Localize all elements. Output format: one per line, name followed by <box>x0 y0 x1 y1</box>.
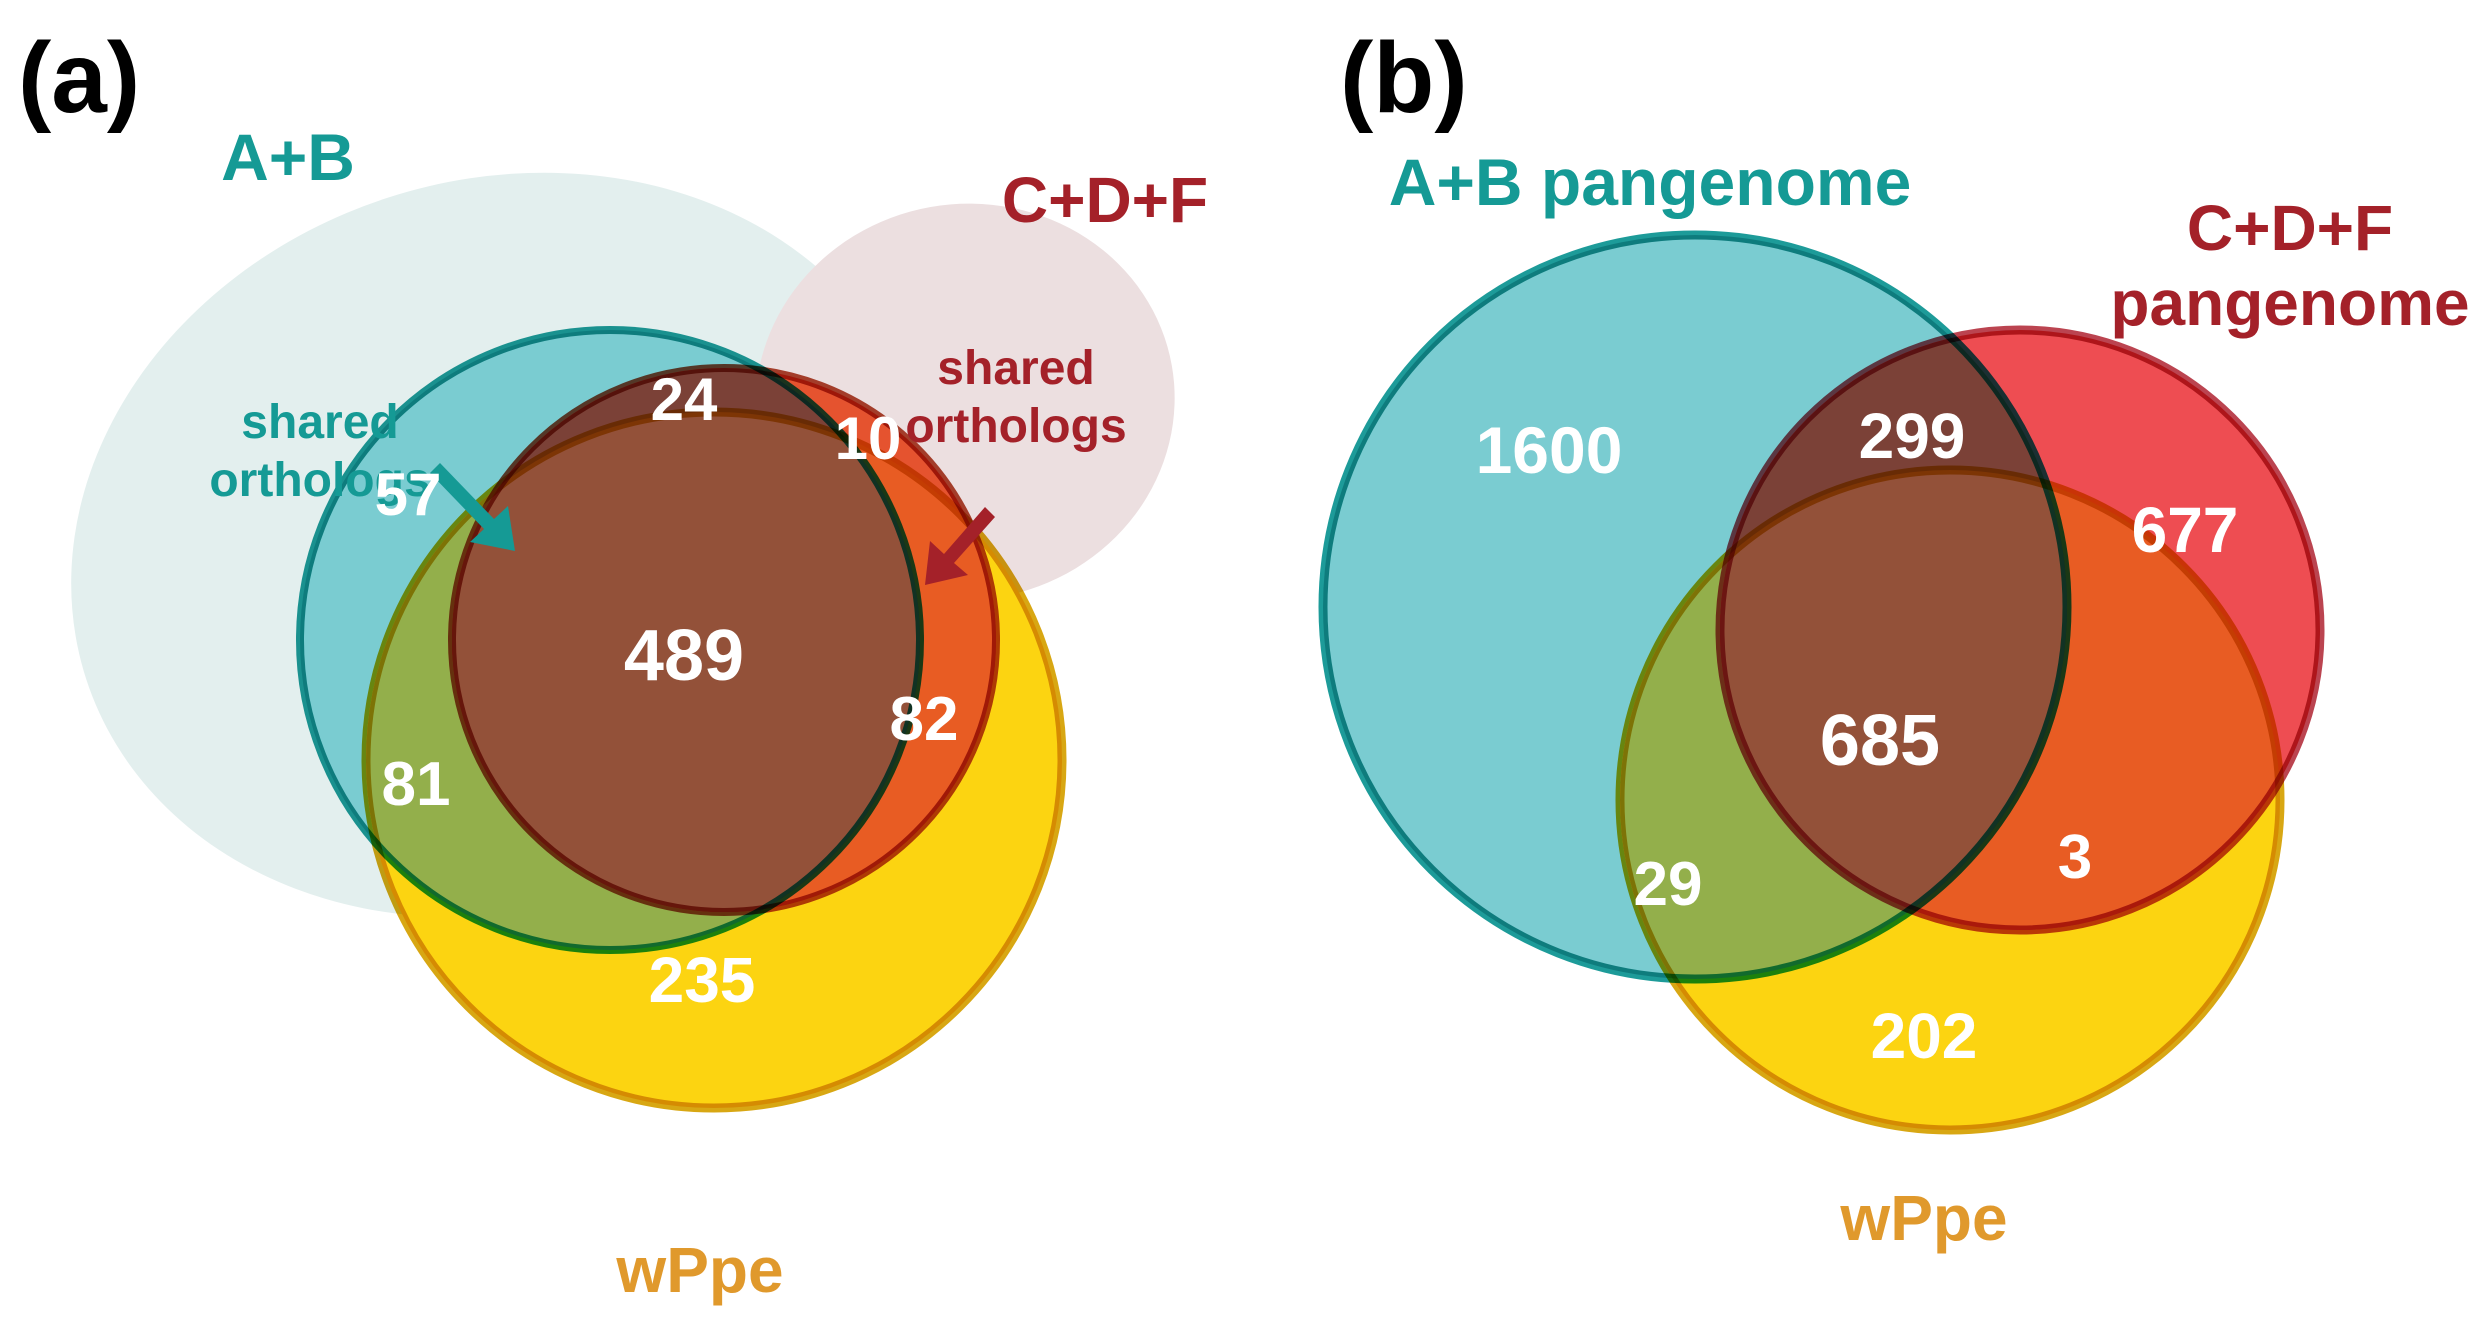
count-center-a: 489 <box>624 616 744 696</box>
set-label-ab: A+B <box>221 120 355 194</box>
teal-annotation-line2: orthologs <box>209 454 430 507</box>
teal-annotation-line1: shared <box>241 396 398 449</box>
teal-arrow-icon <box>430 463 515 551</box>
count-teal-only-a: 57 <box>375 461 442 528</box>
count-red-yellow-b: 3 <box>2058 823 2092 892</box>
count-teal-red-b: 299 <box>1859 400 1966 472</box>
panel-a-tag: (a) <box>18 22 140 134</box>
set-label-ab-pangenome: A+B pangenome <box>1389 145 1912 219</box>
teal-outline-b <box>1318 230 2072 984</box>
set-label-cdf: C+D+F <box>1002 164 1208 236</box>
panel-a: (a) A+B C+D+F shared orthologs shared or… <box>18 22 1208 1306</box>
count-teal-red-a: 24 <box>651 366 718 433</box>
red-annotation-line2: orthologs <box>905 400 1126 453</box>
set-label-wppe-a: wPpe <box>615 1234 783 1306</box>
yellow-outline-a <box>361 407 1067 1113</box>
count-center-b: 685 <box>1820 701 1940 781</box>
set-label-cdf-pangenome-line1: C+D+F <box>2187 192 2393 264</box>
panel-b: (b) A+B pangenome C+D+F pangenome 1600 2… <box>1318 22 2470 1254</box>
red-outline-b <box>1715 325 2325 935</box>
set-label-wppe-b: wPpe <box>1839 1182 2007 1254</box>
red-annotation-line1: shared <box>937 342 1094 395</box>
count-yellow-only-a: 235 <box>649 944 756 1016</box>
red-arrow-icon <box>925 507 995 585</box>
count-teal-yellow-b: 29 <box>1634 850 1703 919</box>
count-red-yellow-a: 82 <box>890 685 959 754</box>
teal-outline-a <box>296 326 924 954</box>
triple-region-a <box>452 412 920 912</box>
panel-b-tag: (b) <box>1340 22 1468 134</box>
red-outline-a <box>448 364 1000 916</box>
yellow-outline-b <box>1615 465 2285 1135</box>
count-teal-only-b: 1600 <box>1476 413 1623 487</box>
set-label-cdf-pangenome-line2: pangenome <box>2110 267 2469 339</box>
count-teal-yellow-a: 81 <box>382 750 451 819</box>
count-red-only-a: 10 <box>835 405 902 472</box>
count-yellow-only-b: 202 <box>1871 1000 1978 1072</box>
count-red-only-b: 677 <box>2132 494 2239 566</box>
